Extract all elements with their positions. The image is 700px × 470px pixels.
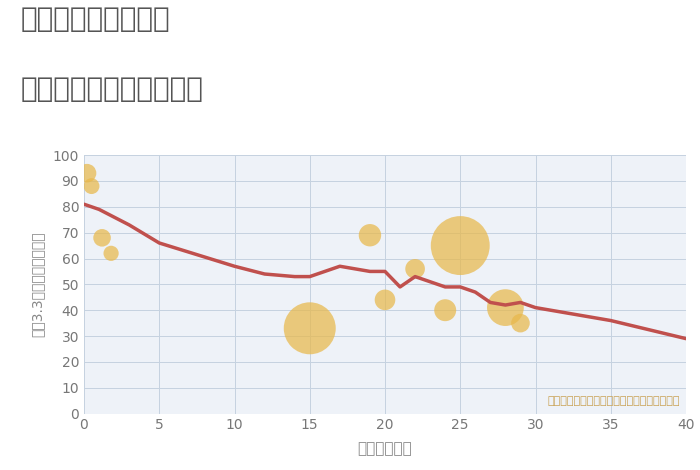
Point xyxy=(500,304,511,311)
Point xyxy=(364,231,375,239)
Point xyxy=(440,306,451,314)
Point xyxy=(97,234,108,242)
Point xyxy=(106,250,117,257)
X-axis label: 築年数（年）: 築年数（年） xyxy=(358,441,412,456)
Point xyxy=(515,320,526,327)
Point xyxy=(455,242,466,249)
Point xyxy=(304,324,315,332)
Y-axis label: 坪（3.3㎡）単価（万円）: 坪（3.3㎡）単価（万円） xyxy=(30,232,44,337)
Point xyxy=(379,296,391,304)
Point xyxy=(81,169,92,177)
Text: 築年数別中古戸建て価格: 築年数別中古戸建て価格 xyxy=(21,75,204,103)
Text: 円の大きさは、取引のあった物件面積を示す: 円の大きさは、取引のあった物件面積を示す xyxy=(547,396,680,406)
Point xyxy=(86,182,97,190)
Point xyxy=(410,265,421,273)
Text: 埼玉県鴻巣市中央の: 埼玉県鴻巣市中央の xyxy=(21,5,171,33)
